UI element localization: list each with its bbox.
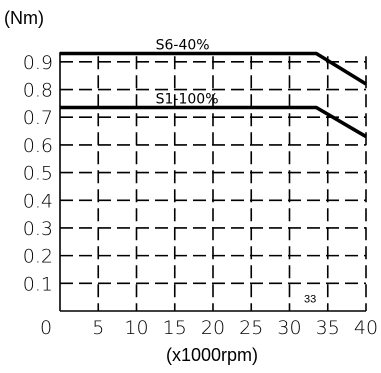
x-tick-label-6: 30 [277, 317, 301, 339]
x-tick-label-4: 20 [201, 317, 225, 339]
x-tick-label-3: 15 [163, 317, 187, 339]
x-axis-label: (x1000rpm) [166, 345, 258, 365]
y-tick-label-0: 0.1 [23, 273, 53, 295]
x-tick-label-1: 5 [92, 317, 104, 339]
y-tick-label-4: 0.5 [23, 163, 53, 185]
axes [59, 52, 366, 312]
series-label-1: S1-100% [156, 92, 219, 108]
y-tick-label-5: 0.6 [23, 135, 53, 157]
x-tick-label-7: 35 [316, 317, 340, 339]
x-tick-label-8: 40 [354, 317, 378, 339]
y-axis-label: (Nm) [4, 8, 44, 28]
y-tick-label-6: 0.7 [23, 107, 53, 129]
x-tick-label-0: 0 [40, 317, 52, 339]
y-tick-label-2: 0.3 [23, 218, 53, 240]
labels: 0.10.20.30.40.50.60.70.80.90 5 10 15 20 25 30 3… [23, 38, 378, 339]
y-tick-label-3: 0.4 [23, 190, 53, 212]
x-tick-label-2: 10 [124, 317, 148, 339]
series-line-0 [60, 51, 367, 86]
y-tick-label-7: 0.8 [23, 80, 53, 102]
x-tick-label-5: 25 [239, 317, 263, 339]
annotation-label-0: 33 [304, 294, 316, 306]
y-tick-label-1: 0.2 [23, 246, 53, 268]
series-label-0: S6-40% [156, 38, 210, 54]
y-tick-label-8: 0.9 [23, 52, 53, 74]
series-group [60, 51, 367, 139]
series-line-1 [60, 105, 367, 139]
grid [60, 56, 367, 311]
